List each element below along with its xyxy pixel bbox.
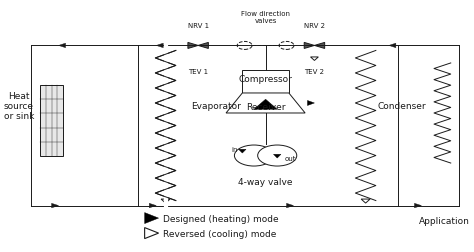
Polygon shape [304, 43, 314, 49]
Polygon shape [254, 100, 277, 110]
Text: Evaporator: Evaporator [191, 102, 241, 111]
Text: TEV 2: TEV 2 [304, 69, 324, 75]
Polygon shape [198, 43, 209, 49]
Text: Heat
source
or sink: Heat source or sink [4, 91, 34, 121]
Text: Flow direction
valves: Flow direction valves [241, 11, 290, 24]
Polygon shape [238, 150, 246, 153]
Polygon shape [273, 155, 281, 159]
Text: out: out [284, 155, 296, 161]
Text: NRV 1: NRV 1 [188, 23, 209, 29]
Bar [242, 71, 289, 93]
Polygon shape [314, 43, 325, 49]
Polygon shape [149, 204, 156, 208]
Text: Receiver: Receiver [246, 102, 285, 111]
Polygon shape [52, 204, 59, 208]
Text: Reversed (cooling) mode: Reversed (cooling) mode [163, 229, 277, 238]
Polygon shape [286, 204, 293, 208]
Text: Compressor: Compressor [238, 75, 292, 84]
Text: 4-way valve: 4-way valve [238, 178, 293, 186]
Polygon shape [156, 44, 163, 48]
Polygon shape [188, 43, 198, 49]
Circle shape [235, 145, 273, 166]
Polygon shape [59, 44, 65, 48]
Text: NRV 2: NRV 2 [304, 23, 325, 29]
Text: Condenser: Condenser [377, 102, 426, 111]
Polygon shape [308, 101, 314, 106]
Polygon shape [226, 93, 305, 114]
Text: TEV 1: TEV 1 [188, 69, 208, 75]
Circle shape [258, 145, 297, 166]
Text: Designed (heating) mode: Designed (heating) mode [163, 214, 279, 223]
Text: Application: Application [419, 216, 470, 225]
Polygon shape [414, 204, 421, 208]
Polygon shape [389, 44, 396, 48]
Text: in: in [231, 147, 237, 153]
Bar [40, 86, 63, 156]
Polygon shape [145, 213, 159, 224]
